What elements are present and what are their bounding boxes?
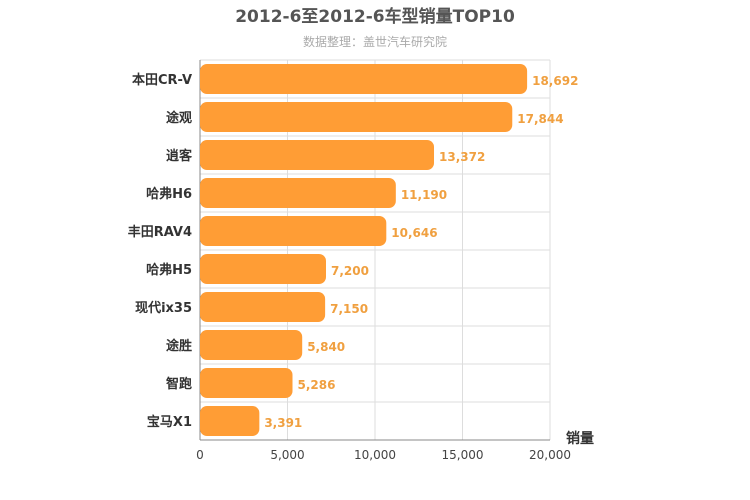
bar — [200, 102, 513, 132]
x-tick-label: 5,000 — [270, 448, 304, 462]
x-axis-title: 销量 — [566, 430, 594, 447]
x-tick-label: 15,000 — [442, 448, 484, 462]
category-label: 途胜 — [166, 338, 192, 354]
bar — [200, 178, 396, 208]
bars — [200, 64, 528, 436]
x-axis-ticks: 0 5,000 10,000 15,000 20,000 — [196, 448, 571, 462]
bar — [200, 254, 326, 284]
x-tick-label: 10,000 — [354, 448, 396, 462]
chart-title: 2012-6至2012-6车型销量TOP10 — [235, 6, 515, 27]
bar — [200, 216, 387, 246]
category-label: 现代ix35 — [135, 300, 192, 316]
bar — [200, 64, 528, 94]
chart-subtitle: 数据整理：盖世汽车研究院 — [303, 34, 447, 49]
data-label: 5,840 — [307, 340, 345, 354]
data-labels: 18,692 17,844 13,372 11,190 10,646 7,200 7,150… — [264, 74, 578, 430]
bar — [200, 330, 303, 360]
category-label: 哈弗H6 — [146, 186, 192, 202]
category-label: 丰田RAV4 — [128, 224, 192, 240]
grid-lines — [199, 59, 551, 441]
bar — [200, 406, 260, 436]
bar — [200, 368, 293, 398]
data-label: 5,286 — [298, 378, 336, 392]
bar — [200, 140, 435, 170]
data-label: 10,646 — [391, 226, 437, 240]
data-label: 7,200 — [331, 264, 369, 278]
category-label: 哈弗H5 — [146, 262, 192, 278]
category-label: 逍客 — [166, 148, 193, 164]
category-label: 本田CR-V — [132, 72, 192, 88]
bar — [200, 292, 326, 322]
data-label: 3,391 — [264, 416, 302, 430]
data-label: 17,844 — [517, 112, 563, 126]
x-tick-label: 0 — [196, 448, 204, 462]
data-label: 11,190 — [401, 188, 447, 202]
data-label: 7,150 — [330, 302, 368, 316]
data-label: 13,372 — [439, 150, 485, 164]
category-label: 宝马X1 — [147, 414, 192, 430]
category-label: 途观 — [166, 110, 192, 126]
data-label: 18,692 — [532, 74, 578, 88]
category-label: 智跑 — [166, 376, 192, 392]
x-tick-label: 20,000 — [529, 448, 571, 462]
